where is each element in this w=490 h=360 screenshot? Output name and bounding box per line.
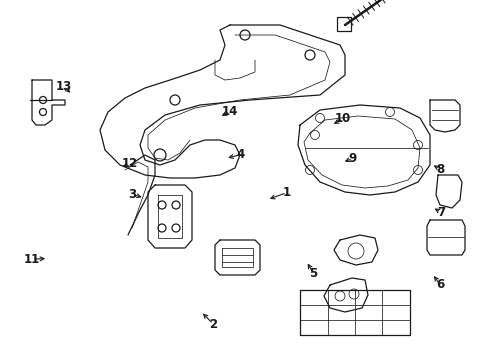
Text: 11: 11: [24, 253, 40, 266]
Text: 7: 7: [437, 206, 445, 219]
Text: 1: 1: [283, 186, 291, 199]
Text: 14: 14: [222, 105, 239, 118]
Text: 8: 8: [436, 163, 444, 176]
Text: 2: 2: [209, 318, 217, 330]
Text: 4: 4: [236, 148, 244, 161]
Text: 12: 12: [122, 157, 138, 170]
Text: 3: 3: [128, 188, 136, 201]
Text: 9: 9: [349, 152, 357, 165]
Text: 10: 10: [335, 112, 351, 125]
Text: 5: 5: [310, 267, 318, 280]
Text: 13: 13: [55, 80, 72, 93]
Text: 6: 6: [436, 278, 444, 291]
